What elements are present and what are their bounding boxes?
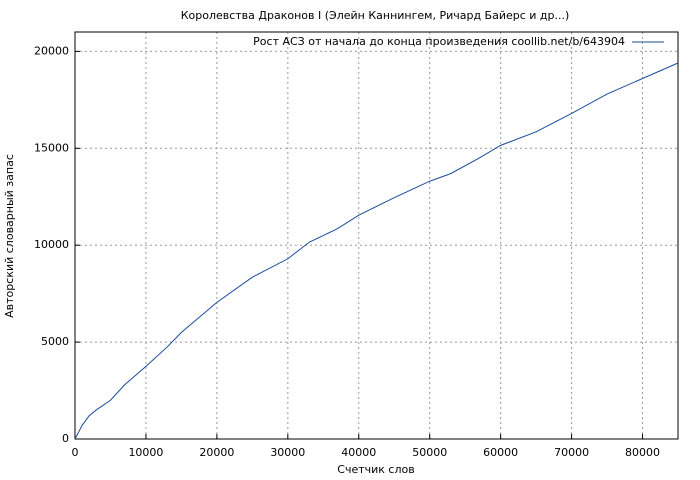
legend-label: Рост АСЗ от начала до конца произведения…	[253, 35, 625, 48]
x-tick-label: 10000	[128, 446, 163, 459]
y-tick-label: 20000	[34, 44, 69, 57]
line-series	[74, 62, 679, 440]
y-tick-label: 10000	[34, 238, 69, 251]
x-axis-label: Счетчик слов	[337, 463, 414, 476]
x-tick-label: 70000	[554, 446, 589, 459]
y-tick-label: 5000	[41, 335, 69, 348]
y-tick-label: 0	[62, 432, 69, 445]
x-tick-label: 50000	[412, 446, 447, 459]
y-axis-label: Авторский словарный запас	[3, 154, 16, 318]
x-tick-label: 0	[72, 446, 79, 459]
x-tick-label: 60000	[483, 446, 518, 459]
plot-frame	[74, 31, 679, 440]
x-tick-label: 20000	[199, 446, 234, 459]
chart-title: Королевства Драконов I (Элейн Каннингем,…	[181, 9, 570, 22]
x-tick-label: 40000	[341, 446, 376, 459]
x-tick-label: 30000	[270, 446, 305, 459]
y-tick-label: 15000	[34, 141, 69, 154]
x-tick-label: 80000	[625, 446, 660, 459]
